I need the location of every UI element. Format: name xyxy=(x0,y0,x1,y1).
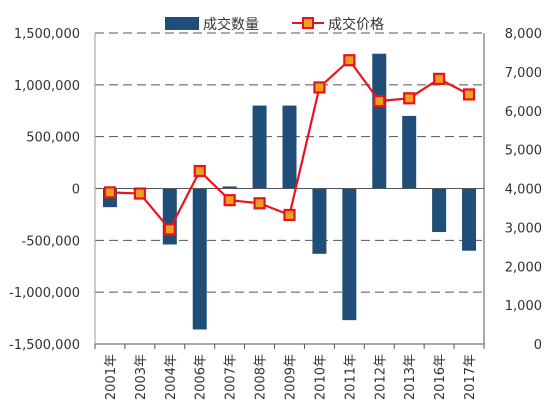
x-tick-label: 2006年 xyxy=(194,354,209,400)
right-tick-label: 2,000 xyxy=(505,260,542,275)
x-tick-label: 2003年 xyxy=(134,354,149,400)
x-tick-label: 2012年 xyxy=(373,354,388,400)
price-marker xyxy=(462,88,476,101)
price-marker xyxy=(313,81,326,94)
right-tick-label: 1,000 xyxy=(505,299,542,314)
bar xyxy=(402,115,417,189)
right-tick-label: 7,000 xyxy=(505,66,542,81)
left-tick-label: 500,000 xyxy=(26,131,80,146)
right-tick-label: 8,000 xyxy=(505,27,542,42)
price-marker xyxy=(103,186,117,199)
x-axis-ticks: 2001年 2003年 2004年 2006年 2007年 2008年 2009年 2010年… xyxy=(104,354,478,400)
bar xyxy=(282,105,297,189)
bar xyxy=(222,186,237,189)
axes xyxy=(94,33,485,349)
bar-series xyxy=(102,53,477,330)
price-marker xyxy=(253,197,266,210)
price-marker xyxy=(283,208,296,222)
legend-swatch-marker xyxy=(302,17,314,29)
price-marker xyxy=(373,94,386,108)
left-tick-label: -1,000,000 xyxy=(9,286,80,301)
bar xyxy=(162,188,177,245)
bar xyxy=(192,188,207,330)
x-tick-label: 2013年 xyxy=(403,354,418,400)
x-tick-label: 2007年 xyxy=(224,354,239,400)
bar xyxy=(252,105,267,189)
bar xyxy=(342,188,357,321)
line-series xyxy=(103,54,476,236)
right-axis-ticks: 8,000 7,000 6,000 5,000 4,000 3,000 2,000 1,000… xyxy=(505,27,542,353)
legend-swatch-bar xyxy=(165,17,199,30)
price-marker xyxy=(223,194,236,207)
x-tick-label: 2008年 xyxy=(254,354,269,400)
left-tick-label: 1,000,000 xyxy=(14,79,80,94)
price-marker xyxy=(343,54,356,67)
left-axis-ticks: 1,500,000 1,000,000 500,000 0 -500,000 -1,000… xyxy=(9,27,80,353)
x-tick-label: 2004年 xyxy=(164,354,179,400)
x-tick-label: 2011年 xyxy=(343,354,358,400)
right-tick-label: 4,000 xyxy=(505,183,542,198)
right-tick-label: 6,000 xyxy=(505,105,542,120)
left-tick-label: 1,500,000 xyxy=(14,27,80,42)
right-tick-label: 5,000 xyxy=(505,144,542,159)
x-tick-label: 2017年 xyxy=(463,354,478,400)
right-tick-label: 0 xyxy=(534,338,542,353)
left-tick-label: -1,500,000 xyxy=(9,338,80,353)
bar xyxy=(312,188,327,254)
legend: 成交数量 成交价格 xyxy=(165,16,384,33)
legend-label-bar: 成交数量 xyxy=(203,16,259,33)
price-marker xyxy=(403,92,416,105)
left-tick-label: -500,000 xyxy=(22,234,80,249)
price-marker xyxy=(133,187,146,200)
price-marker xyxy=(193,164,206,178)
x-tick-label: 2016年 xyxy=(433,354,448,400)
bar xyxy=(432,188,447,233)
price-marker xyxy=(163,223,176,236)
x-tick-label: 2010年 xyxy=(313,354,328,400)
right-tick-label: 3,000 xyxy=(505,221,542,236)
price-marker xyxy=(433,72,446,85)
left-tick-label: 0 xyxy=(72,183,80,198)
x-tick-label: 2001年 xyxy=(104,354,119,400)
x-tick-label: 2009年 xyxy=(284,354,299,400)
bar xyxy=(462,188,477,251)
legend-label-line: 成交价格 xyxy=(328,16,384,33)
bar xyxy=(372,53,387,189)
